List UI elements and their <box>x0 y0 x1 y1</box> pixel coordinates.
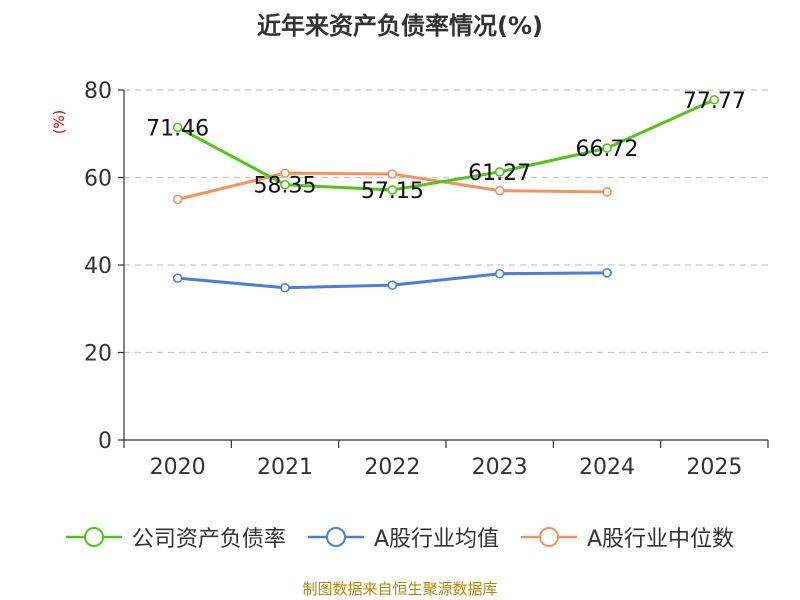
data-point <box>709 94 720 105</box>
data-point <box>602 187 612 197</box>
data-point <box>602 143 612 153</box>
data-point <box>387 280 398 290</box>
y-tick-label: 20 <box>84 342 112 367</box>
data-point <box>494 167 505 177</box>
data-label: 77.77 <box>683 89 746 114</box>
y-tick-label: 60 <box>84 167 112 192</box>
x-tick-label: 2020 <box>150 455 206 480</box>
legend-item: A股行业中位数 <box>521 521 734 553</box>
line-chart: 0 20 40 60 80 2020 2021 2022 2023 2024 2025 71.46 58… <box>84 79 769 480</box>
data-point <box>387 169 398 179</box>
chart-legend: 公司资产负债率 A股行业均值 A股行业中位数 <box>0 520 800 554</box>
chart-title: 近年来资产负债率情况(%) <box>257 12 543 40</box>
data-point <box>280 179 290 190</box>
x-tick-label: 2023 <box>472 455 528 480</box>
series-line <box>176 98 715 192</box>
data-point <box>172 194 183 205</box>
data-point <box>602 268 612 278</box>
y-tick-label: 40 <box>84 254 112 279</box>
legend-label: A股行业均值 <box>373 527 499 552</box>
data-point <box>172 273 183 283</box>
data-label: 66.72 <box>576 137 639 162</box>
data-point <box>280 168 290 178</box>
data-label: 61.27 <box>468 161 531 186</box>
legend-item: A股行业均值 <box>307 521 499 553</box>
x-tick-label: 2021 <box>257 455 313 480</box>
y-tick-label: 80 <box>84 79 112 104</box>
legend-swatch-icon <box>307 527 364 547</box>
legend-label: 公司资产负债率 <box>131 527 286 552</box>
legend-label: A股行业中位数 <box>587 527 735 552</box>
data-label: 71.46 <box>146 116 209 141</box>
data-point <box>494 268 505 279</box>
data-point <box>280 282 290 293</box>
legend-swatch-icon <box>65 527 122 547</box>
data-point <box>387 185 398 195</box>
data-label: 57.15 <box>361 179 424 204</box>
data-label: 58.35 <box>254 174 317 199</box>
x-tick-label: 2024 <box>579 455 635 480</box>
legend-swatch-icon <box>521 527 577 547</box>
data-point <box>172 122 183 133</box>
x-tick-label: 2025 <box>686 455 742 480</box>
y-tick-label: 0 <box>98 429 112 454</box>
data-source-note: 制图数据来自恒生聚源数据库 <box>302 580 498 598</box>
data-point <box>494 185 505 196</box>
legend-item: 公司资产负债率 <box>65 521 286 553</box>
x-tick-label: 2022 <box>364 455 420 480</box>
